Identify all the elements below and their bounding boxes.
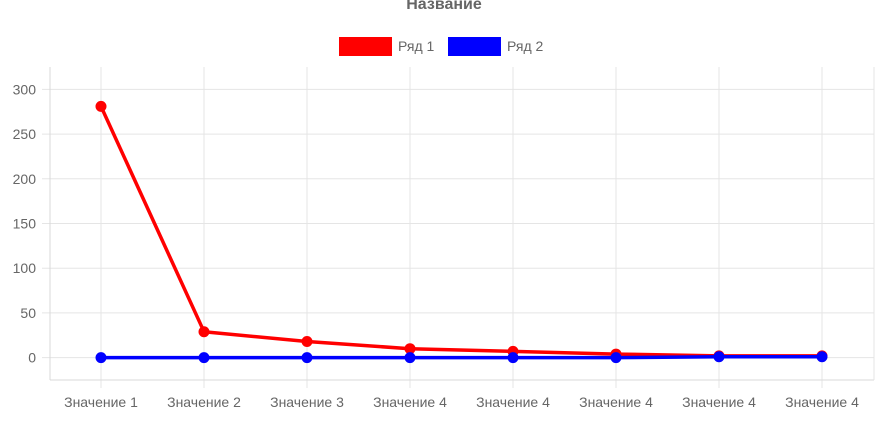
data-point [610,352,622,364]
data-point [816,351,828,363]
data-point [95,352,107,364]
legend-label: Ряд 2 [507,38,544,54]
legend-swatch [448,37,501,56]
data-point [198,326,210,338]
data-point [301,352,313,364]
x-tick-label: Значение 3 [270,394,344,410]
x-tick-label: Значение 4 [579,394,653,410]
series-layer [95,100,828,364]
data-point [95,100,107,112]
data-point [404,352,416,364]
data-point [198,352,210,364]
legend-label: Ряд 1 [398,38,435,54]
y-tick-label: 50 [20,305,36,321]
data-point [301,336,313,348]
y-tick-label: 0 [28,350,36,366]
y-tick-label: 300 [13,81,37,97]
data-point [507,352,519,364]
legend-swatch [339,37,392,56]
x-tick-label: Значение 1 [64,394,138,410]
legend: Ряд 1 Ряд 2 [339,37,544,56]
series-line [101,354,822,360]
x-tick-label: Значение 4 [785,394,859,410]
y-tick-label: 100 [13,260,37,276]
data-point [713,351,725,363]
x-tick-label: Значение 2 [167,394,241,410]
axes: 0 50 100 150 200 250 300 Значение 1 Значение 2 Зн… [13,67,875,410]
y-tick-label: 250 [13,126,37,142]
y-tick-label: 200 [13,171,37,187]
x-tick-label: Значение 4 [373,394,447,410]
chart-title: Название [406,0,482,13]
series-line [99,105,822,358]
grid [42,67,874,388]
x-tick-label: Значение 4 [682,394,756,410]
x-tick-label: Значение 4 [476,394,550,410]
y-tick-label: 150 [13,216,37,232]
